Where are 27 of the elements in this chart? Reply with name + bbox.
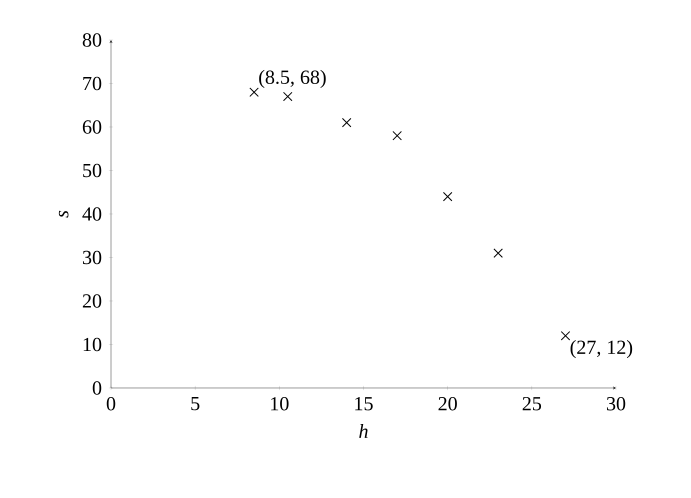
y-tick-label: 0 xyxy=(92,381,102,395)
x-tick-label: 30 xyxy=(606,396,626,410)
point xyxy=(493,248,503,258)
x-tick-label: 15 xyxy=(355,396,373,410)
x-axis-title: h xyxy=(359,424,368,438)
y-tick-label: 50 xyxy=(83,164,102,178)
annotation: (8.5, 68) xyxy=(259,70,326,88)
point xyxy=(442,192,452,202)
point xyxy=(560,331,570,341)
x-tick-label: 10 xyxy=(271,396,289,410)
point xyxy=(249,87,259,97)
y-tick-label: 10 xyxy=(84,338,102,352)
annotation: (27, 12) xyxy=(570,340,632,358)
y-tick-label: 70 xyxy=(83,76,102,90)
y-tick-label: 20 xyxy=(82,294,102,308)
point xyxy=(283,92,292,102)
x-tick-label: 5 xyxy=(191,396,200,410)
x-tick-label: 0 xyxy=(106,396,116,410)
y-axis-title: s xyxy=(58,210,68,218)
y-tick-label: 40 xyxy=(82,207,102,221)
y-tick-label: 60 xyxy=(82,120,102,134)
point xyxy=(392,130,402,140)
x-tick-label: 25 xyxy=(522,396,542,410)
x-tick-label: 20 xyxy=(438,396,457,410)
y-tick-label: 30 xyxy=(82,250,102,264)
point xyxy=(342,118,352,128)
y-tick-label: 80 xyxy=(82,33,102,47)
